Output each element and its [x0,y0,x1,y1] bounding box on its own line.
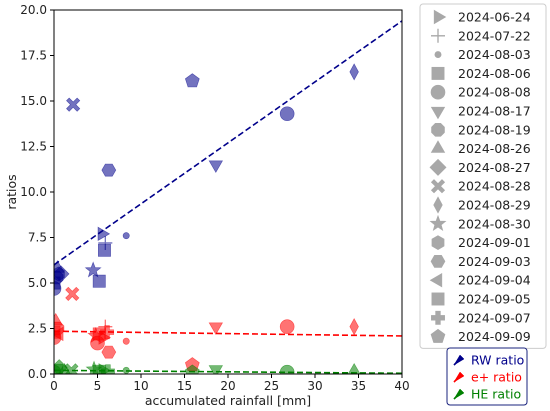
y-tick-label: 15.0 [20,94,47,108]
legend-marker-plus-thin [431,28,445,43]
data-point-s3-13 [279,364,295,374]
data-point-s2-12 [100,325,115,340]
legend-date-label: 2024-09-09 [458,329,531,344]
legend-date-label: 2024-06-24 [458,10,531,25]
legend-marker-triangle-right [433,9,447,25]
trend-line-1 [54,20,402,266]
legend-date-label: 2024-09-01 [458,235,531,250]
series-legend-label: HE ratio [471,387,521,402]
x-tick-label: 20 [220,379,235,393]
legend-date-label: 2024-08-03 [458,47,531,62]
data-points [54,63,361,374]
data-point-s3-9 [100,364,115,374]
x-tick-label: 0 [50,379,58,393]
y-tick-label: 12.5 [20,140,47,154]
series-legend: RW ratio e+ ratio HE ratio [446,347,528,406]
data-point-s1-16 [208,160,224,173]
data-point-s1-8 [84,261,102,278]
legend-date-label: 2024-08-29 [458,198,531,213]
legend-date-label: 2024-08-27 [458,160,531,175]
y-tick-label: 7.5 [28,231,47,245]
legend-date-label: 2024-07-22 [458,28,531,43]
y-tick-label: 20.0 [20,3,47,17]
legend-marker-square [431,292,445,306]
x-tick-label: 35 [351,379,366,393]
legend-marker-octagon [431,123,445,137]
legend-date-label: 2024-08-06 [458,66,531,81]
data-point-s2-18 [349,317,359,336]
data-point-s2-13 [101,345,117,359]
x-tick-label: 30 [307,379,322,393]
series-legend-arrow-icon [453,388,465,400]
legend-marker-hexagon-alt [430,255,446,268]
legend-marker-circle [430,84,446,100]
legend-marker-triangle-down [430,106,446,120]
series-legend-label: e+ ratio [471,370,522,385]
series-legend-arrow-icon [453,371,465,383]
x-tick-label: 10 [133,379,148,393]
series-legend-arrow-icon [453,354,465,366]
data-point-s2-16 [208,322,224,335]
axes: 0 5 10 15 20 25 30 35 40 0.0 2.5 5.0 7.5 10.0 12.5 15.0… [20,3,409,393]
legend-date-label: 2024-08-26 [458,141,531,156]
plot-area [54,10,402,374]
legend-date-label: 2024-08-19 [458,122,531,137]
legend-date-label: 2024-09-03 [458,254,531,269]
data-point-s1-17 [279,106,295,122]
legend-marker-diamond [429,158,447,176]
x-tick-label: 15 [177,379,192,393]
legend-marker-pentagon [430,328,446,343]
legend-marker-plus-filled [431,310,445,325]
data-point-s3-14 [347,362,361,374]
series-legend-frame [446,347,528,406]
data-point-s1-13 [101,163,117,177]
legend-marker-x-filled [430,179,446,194]
series-legend-label: RW ratio [471,353,524,368]
y-tick-label: 2.5 [28,322,47,336]
marker-legend: 2024-06-24 2024-07-22 2024-08-03 2024-08-06… [419,3,547,349]
x-tick-label: 25 [264,379,279,393]
legend-marker-small-circle [434,51,442,59]
y-tick-label: 5.0 [28,276,47,290]
data-point-s2-14 [122,337,130,345]
legend-date-label: 2024-09-05 [458,292,531,307]
legend-date-label: 2024-08-17 [458,104,531,119]
legend-marker-hexagon [431,235,445,250]
legend-date-label: 2024-08-28 [458,179,531,194]
y-tick-label: 10.0 [20,185,47,199]
data-point-s2-6 [65,286,80,301]
y-tick-label: 0.0 [28,367,47,381]
data-point-s2-5 [54,326,64,342]
y-axis-title: ratios [4,174,19,209]
x-axis-title: accumulated rainfall [mm] [145,393,311,408]
y-tick-label: 17.5 [20,49,47,63]
data-point-s1-15 [184,73,200,88]
legend-marker-triangle-up [430,140,446,153]
legend-date-label: 2024-09-07 [458,310,531,325]
data-point-s3-5 [64,363,79,374]
data-point-s1-7 [66,97,81,112]
legend-marker-star [429,214,447,232]
legend-date-label: 2024-09-04 [458,273,531,288]
legend-marker-square [431,66,445,80]
data-point-s2-17 [279,319,295,334]
legend-date-label: 2024-08-08 [458,85,531,100]
data-point-s3-11 [184,364,200,374]
legend-marker-triangle-left [429,273,443,288]
x-tick-label: 40 [394,379,409,393]
legend-marker-thin-diamond [433,196,443,214]
data-point-s3-12 [208,365,224,374]
data-point-s3-10 [122,366,130,374]
data-point-s1-12 [97,243,111,257]
data-point-s1-18 [349,63,359,81]
data-point-s1-10 [97,226,111,242]
legend-date-label: 2024-08-30 [458,216,531,231]
x-tick-label: 5 [94,379,102,393]
data-point-s1-9 [92,274,106,288]
data-point-s1-14 [122,232,130,240]
